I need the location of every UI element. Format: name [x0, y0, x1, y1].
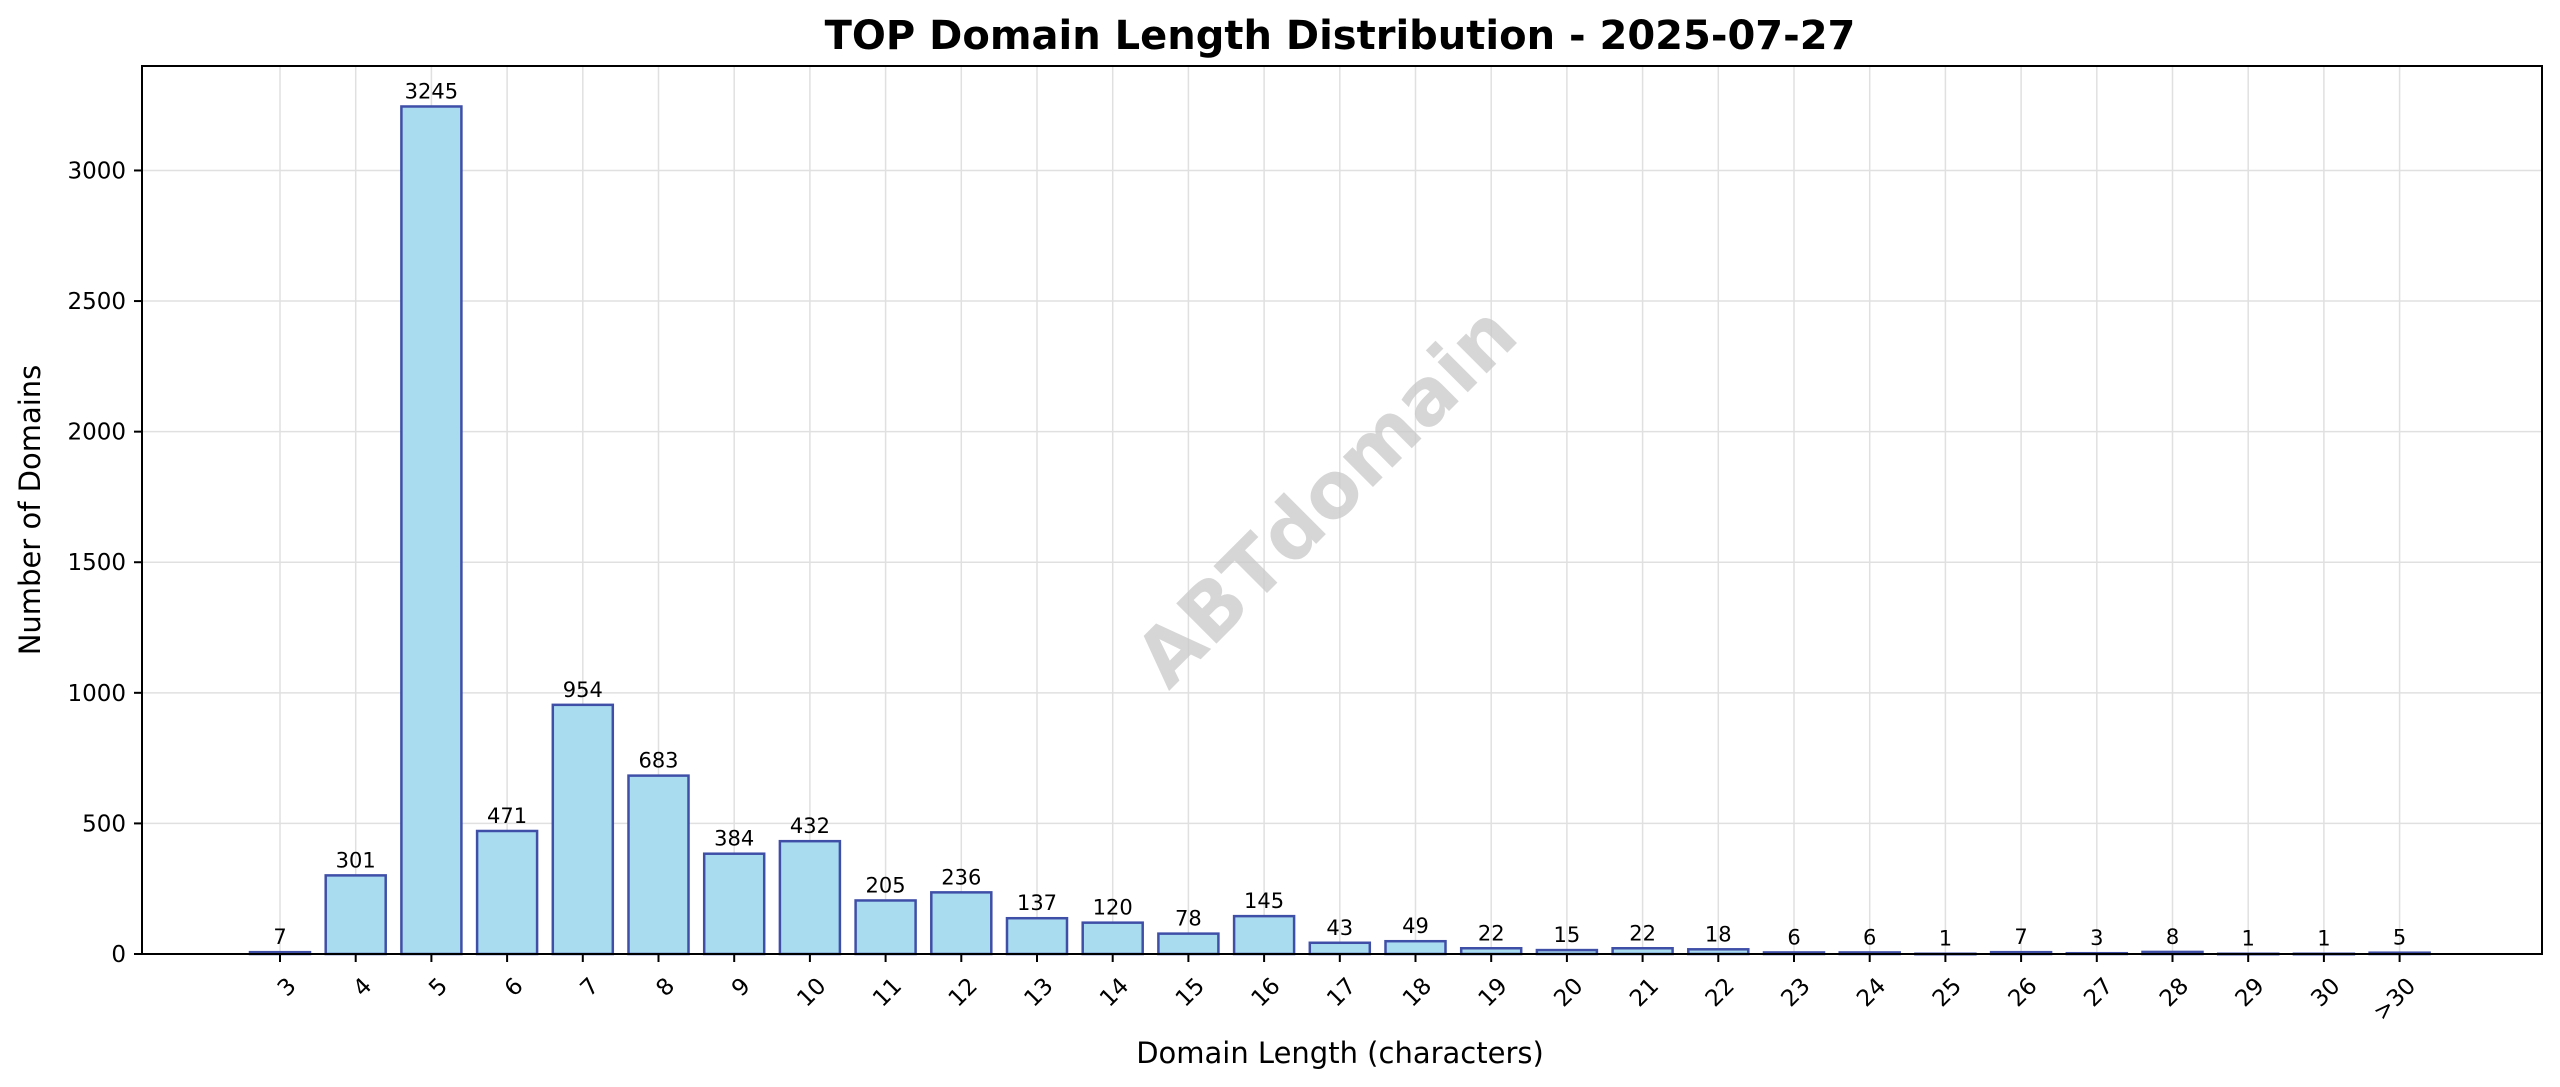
- data-label-12: 236: [941, 865, 981, 889]
- grid-lines: [142, 66, 2542, 955]
- bar-8: [627, 774, 690, 956]
- bar-10: [778, 839, 842, 956]
- x-tick-label-6: 6: [500, 973, 529, 1002]
- bars: [248, 105, 2431, 956]
- data-label-21: 22: [1629, 921, 1656, 945]
- y-tick-label: 3000: [67, 158, 126, 184]
- data-label-30: 1: [2317, 927, 2330, 951]
- data-label-29: 1: [2242, 927, 2255, 951]
- bar-12: [930, 891, 993, 956]
- data-label-5: 3245: [405, 79, 458, 103]
- y-axis: 0 500 1000 1500 2000 2500 3000: [67, 158, 142, 968]
- x-tick-label-17: 17: [1322, 973, 1361, 1012]
- y-tick-label: 1000: [67, 681, 126, 707]
- x-tick-label-8: 8: [651, 973, 680, 1002]
- x-tick-label-12: 12: [944, 973, 983, 1012]
- x-tick-label-19: 19: [1474, 973, 1513, 1012]
- x-tick-label-14: 14: [1095, 973, 1134, 1012]
- data-label-27: 3: [2090, 926, 2103, 950]
- data-label-3: 7: [273, 925, 286, 949]
- y-tick-label: 2500: [67, 289, 126, 315]
- data-label-14: 120: [1093, 896, 1133, 920]
- bar-17: [1308, 941, 1372, 956]
- watermark: ABTdomain: [1119, 289, 1535, 705]
- data-label-15: 78: [1175, 907, 1202, 931]
- y-tick-label: 2000: [67, 420, 126, 446]
- x-tick-label-3: 3: [273, 973, 302, 1002]
- data-label-25: 1: [1939, 927, 1952, 951]
- data-label-19: 22: [1478, 921, 1505, 945]
- x-tick-label-16: 16: [1247, 973, 1286, 1012]
- bar-6: [475, 829, 539, 956]
- x-axis-label: Domain Length (characters): [1136, 1036, 1544, 1070]
- x-tick-label-26: 26: [2004, 973, 2043, 1012]
- data-label-4: 301: [336, 848, 376, 872]
- x-tick-label-15: 15: [1171, 973, 1210, 1012]
- x-axis: 3 4 5 6 7 8 9 10 11 12 13 14 15 16 17 18 19 20 21 22 23 24 25 2…: [273, 954, 2421, 1026]
- x-tick-label-18: 18: [1398, 973, 1437, 1012]
- y-tick-label: 500: [82, 811, 126, 837]
- data-label-16: 145: [1244, 889, 1284, 913]
- x-tick-label-5: 5: [424, 973, 453, 1002]
- data-label-20: 15: [1554, 923, 1581, 947]
- data-label-26: 7: [2014, 925, 2027, 949]
- x-tick-label-13: 13: [1019, 973, 1058, 1012]
- data-label-13: 137: [1017, 891, 1057, 915]
- data-label-23: 6: [1787, 925, 1800, 949]
- x-tick-label-11: 11: [868, 973, 907, 1012]
- y-tick-label: 1500: [67, 550, 126, 576]
- x-tick-label-29: 29: [2231, 973, 2270, 1012]
- bar-15: [1157, 932, 1220, 956]
- y-axis-label: Number of Domains: [13, 365, 47, 656]
- data-label-6: 471: [487, 804, 527, 828]
- x-tick-label-21: 21: [1625, 973, 1664, 1012]
- chart-title: TOP Domain Length Distribution - 2025-07…: [825, 13, 1856, 59]
- bar-13: [1005, 916, 1069, 956]
- data-label-8: 683: [638, 749, 678, 773]
- data-label-28: 8: [2166, 925, 2179, 949]
- y-tick-label: 0: [111, 942, 126, 968]
- bar-7: [551, 703, 615, 956]
- x-tick-label-28: 28: [2155, 973, 2194, 1012]
- x-tick-label-24: 24: [1852, 973, 1891, 1012]
- x-tick-label-9: 9: [727, 973, 756, 1002]
- x-tick-label-27: 27: [2079, 973, 2118, 1012]
- data-label-11: 205: [866, 873, 906, 897]
- bar-16: [1232, 914, 1296, 956]
- bar-11: [854, 899, 917, 956]
- data-label-18: 49: [1402, 914, 1429, 938]
- data-label->30: 5: [2393, 926, 2406, 950]
- x-tick-label-20: 20: [1549, 973, 1588, 1012]
- data-label-9: 384: [714, 827, 754, 851]
- x-tick-label-10: 10: [792, 973, 831, 1012]
- x-tick-label-22: 22: [1701, 973, 1740, 1012]
- bar-14: [1081, 921, 1144, 956]
- data-label-10: 432: [790, 814, 830, 838]
- bar-4: [324, 874, 387, 956]
- plot-frame: [141, 65, 2543, 955]
- data-label-24: 6: [1863, 925, 1876, 949]
- bar-5: [400, 105, 463, 956]
- bar-9: [702, 852, 766, 956]
- x-tick-label-30: 30: [2306, 973, 2345, 1012]
- data-label-7: 954: [563, 678, 603, 702]
- data-label-17: 43: [1326, 916, 1353, 940]
- x-tick-label-23: 23: [1776, 973, 1815, 1012]
- x-tick-label-4: 4: [349, 973, 378, 1002]
- x-tick-label-25: 25: [1928, 973, 1967, 1012]
- x-tick-label->30: >30: [2368, 973, 2421, 1026]
- bar-18: [1384, 939, 1447, 956]
- data-label-22: 18: [1705, 922, 1732, 946]
- x-tick-label-7: 7: [576, 973, 605, 1002]
